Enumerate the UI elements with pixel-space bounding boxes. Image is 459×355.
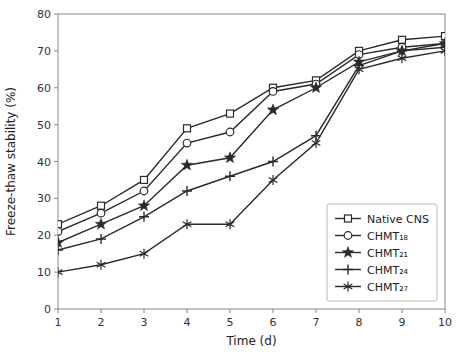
plot-area	[58, 33, 445, 278]
legend-marker	[343, 265, 353, 275]
series	[58, 42, 445, 255]
x-tick-label: 6	[270, 316, 277, 329]
x-tick	[187, 309, 188, 313]
plot-frame	[58, 14, 445, 309]
point	[399, 36, 406, 43]
point	[182, 186, 192, 196]
x-tick-label: 10	[438, 316, 452, 329]
x-tick	[58, 309, 59, 313]
y-tick-label: 50	[37, 119, 51, 132]
point	[312, 138, 321, 148]
series-line	[58, 36, 445, 224]
point	[227, 110, 234, 117]
x-tick	[144, 309, 145, 313]
point	[58, 267, 62, 277]
legend-marker	[344, 215, 351, 222]
series	[58, 46, 445, 277]
legend-box	[327, 204, 437, 301]
x-axis-label: Time (d)	[225, 334, 276, 348]
point	[310, 82, 321, 93]
point	[139, 212, 149, 222]
legend: Native CNS CHMT₁₈ CHMT₂₁ CHMT₂₄ CHMT₂₇	[327, 204, 437, 301]
point	[269, 88, 277, 96]
series	[58, 38, 445, 248]
point	[181, 159, 192, 170]
y-tick	[54, 87, 58, 88]
point	[398, 53, 407, 63]
y-tick	[54, 272, 58, 273]
legend-label: Native CNS	[367, 213, 429, 226]
point	[58, 228, 62, 236]
series-line	[58, 51, 445, 272]
y-tick-label: 70	[37, 45, 51, 58]
x-tick	[445, 309, 446, 313]
point	[97, 260, 106, 270]
point	[140, 249, 149, 259]
legend-label: CHMT₂₇	[367, 281, 408, 294]
point	[226, 128, 234, 136]
y-tick	[54, 50, 58, 51]
x-tick	[101, 309, 102, 313]
point	[224, 152, 235, 163]
y-tick	[54, 14, 58, 15]
point	[183, 219, 192, 229]
legend-label: CHMT₂₄	[367, 264, 409, 277]
point	[98, 202, 105, 209]
x-tick-label: 9	[399, 316, 406, 329]
point	[441, 46, 445, 56]
x-tick-label: 1	[55, 316, 62, 329]
point	[184, 125, 191, 132]
x-tick-label: 3	[141, 316, 148, 329]
point	[183, 139, 191, 147]
x-tick	[402, 309, 403, 313]
legend-marker	[344, 282, 353, 292]
point	[268, 157, 278, 167]
point	[225, 171, 235, 181]
point	[226, 219, 235, 229]
y-tick-label: 20	[37, 229, 51, 242]
point	[138, 200, 149, 211]
y-tick	[54, 198, 58, 199]
point	[267, 104, 278, 115]
y-tick	[54, 161, 58, 162]
point	[96, 234, 106, 244]
x-tick-label: 5	[227, 316, 234, 329]
y-tick-label: 30	[37, 192, 51, 205]
point	[141, 176, 148, 183]
point	[269, 175, 278, 185]
point	[97, 209, 105, 217]
x-tick-label: 7	[313, 316, 320, 329]
x-tick	[230, 309, 231, 313]
y-tick	[54, 309, 58, 310]
y-tick	[54, 235, 58, 236]
legend-label: CHMT₂₁	[367, 247, 408, 260]
point	[58, 245, 63, 255]
x-tick-label: 8	[356, 316, 363, 329]
point	[58, 237, 64, 248]
series-line	[58, 47, 445, 250]
legend-marker	[342, 247, 353, 258]
x-tick	[273, 309, 274, 313]
y-tick-label: 80	[37, 8, 51, 21]
y-axis-label: Freeze-thaw stability (%)	[4, 87, 18, 236]
point	[95, 218, 106, 229]
x-tick	[359, 309, 360, 313]
y-tick-label: 60	[37, 82, 51, 95]
chart: 1 2 3 4 5 6 7 8 9 10 0 10 20 30 40 50 60 70 80 Time (d) Free…	[0, 0, 459, 355]
x-tick-label: 2	[98, 316, 105, 329]
y-tick-label: 40	[37, 156, 51, 169]
y-tick-label: 0	[44, 303, 51, 316]
x-tick-label: 4	[184, 316, 191, 329]
point	[58, 221, 62, 228]
series-line	[58, 44, 445, 232]
point	[355, 64, 364, 74]
legend-label: CHMT₁₈	[367, 230, 409, 243]
x-tick	[316, 309, 317, 313]
series-line	[58, 44, 445, 243]
point	[140, 187, 148, 195]
y-tick-label: 10	[37, 266, 51, 279]
legend-marker	[344, 232, 352, 240]
y-tick	[54, 124, 58, 125]
